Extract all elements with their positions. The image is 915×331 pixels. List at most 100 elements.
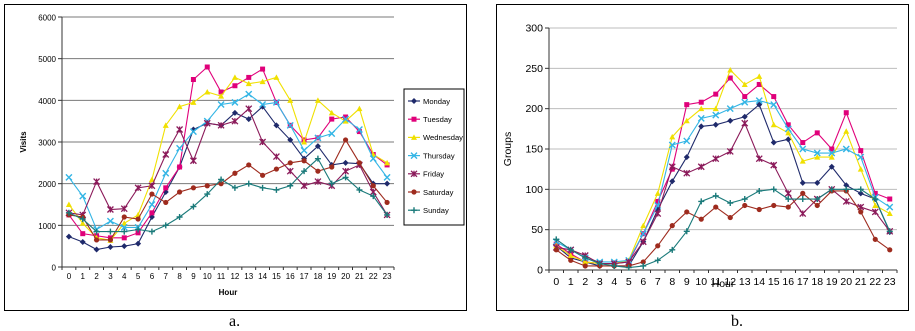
legend-marker <box>410 152 418 160</box>
series-line-friday <box>68 107 388 216</box>
x-tick-label: 7 <box>655 276 661 288</box>
data-point-saturday <box>107 237 114 243</box>
data-point-thursday <box>231 98 239 106</box>
data-point-thursday <box>259 101 267 108</box>
data-point-friday <box>842 197 850 205</box>
data-point-wednesday <box>669 133 676 140</box>
y-tick-label: 100 <box>525 184 543 196</box>
data-point-tuesday <box>204 64 210 70</box>
data-point-thursday <box>272 98 280 106</box>
data-point-wednesday <box>148 176 155 182</box>
data-point-wednesday <box>843 128 850 134</box>
data-point-friday <box>217 121 225 129</box>
data-point-tuesday <box>343 114 349 120</box>
data-point-friday <box>654 210 662 217</box>
data-point-sunday <box>93 228 100 235</box>
data-point-tuesday <box>872 190 878 196</box>
data-point-thursday <box>712 111 720 119</box>
x-tick-label: 20 <box>840 276 852 288</box>
chart-panel-a: 0 1000 2000 3000 4000 5000 6000 0 1 2 3 4 5 6 7 8 9 10 11 1… <box>4 4 467 311</box>
x-tick-label: 10 <box>695 276 707 288</box>
data-point-wednesday <box>162 122 169 128</box>
series-line-tuesday <box>555 77 890 265</box>
data-point-sunday <box>596 260 603 267</box>
data-point-thursday <box>189 128 197 136</box>
data-point-sunday <box>843 186 850 193</box>
data-point-saturday <box>553 247 559 253</box>
data-point-thursday <box>697 114 705 122</box>
x-tick-label: 1 <box>568 276 574 288</box>
x-tick-label: 18 <box>313 272 322 281</box>
x-tick-label: 10 <box>203 272 212 281</box>
data-point-tuesday <box>858 148 864 154</box>
series-sunday-a <box>65 155 391 235</box>
y-tick-label: 200 <box>525 103 543 115</box>
data-point-thursday <box>106 217 114 225</box>
data-point-saturday <box>121 214 127 220</box>
x-tick-label: 20 <box>341 272 350 281</box>
data-point-monday <box>727 117 734 124</box>
legend-label: Friday <box>423 170 444 179</box>
series-line-sunday <box>555 188 891 269</box>
data-point-thursday <box>668 141 676 149</box>
data-point-tuesday <box>887 196 893 202</box>
x-tick-label: 4 <box>611 276 617 288</box>
caption-b: b. <box>731 313 743 330</box>
series-friday-b <box>552 119 894 268</box>
x-tick-label: 6 <box>640 276 646 288</box>
data-point-sunday <box>654 257 661 264</box>
data-point-saturday <box>655 243 661 249</box>
data-point-sunday <box>741 196 748 203</box>
data-point-thursday <box>300 146 308 154</box>
data-point-saturday <box>742 202 748 209</box>
data-point-friday <box>668 163 676 171</box>
series-tuesday-a <box>66 64 390 241</box>
x-axis-title: Hour <box>219 288 238 297</box>
data-point-sunday <box>727 200 734 207</box>
data-point-thursday <box>799 145 807 153</box>
data-point-monday <box>770 139 777 146</box>
data-point-monday <box>814 179 821 186</box>
data-point-monday <box>65 233 72 240</box>
legend-marker <box>411 134 417 140</box>
data-point-saturday <box>887 247 893 253</box>
data-point-sunday <box>640 262 647 269</box>
data-point-sunday <box>259 184 266 191</box>
series-wednesday-a <box>65 74 391 243</box>
data-point-friday <box>231 117 239 125</box>
legend-item-saturday: Saturday <box>408 188 454 197</box>
data-point-saturday <box>301 158 307 164</box>
x-tick-label: 17 <box>300 272 309 281</box>
data-point-thursday <box>65 173 73 181</box>
data-point-saturday <box>785 204 791 210</box>
data-point-saturday <box>190 185 197 191</box>
data-point-monday <box>93 246 100 253</box>
data-point-sunday <box>553 236 560 243</box>
x-tick-label: 12 <box>724 276 736 288</box>
x-tick-label: 11 <box>710 276 721 288</box>
data-point-sunday <box>121 228 128 235</box>
data-point-thursday <box>741 98 749 106</box>
data-point-sunday <box>176 214 183 220</box>
data-point-sunday <box>301 168 308 175</box>
x-tick-label: 22 <box>369 272 378 281</box>
data-point-wednesday <box>640 222 647 229</box>
data-point-monday <box>135 240 142 247</box>
data-point-tuesday <box>655 198 661 204</box>
data-point-sunday <box>190 203 197 210</box>
data-point-sunday <box>828 186 835 193</box>
x-tick-label: 15 <box>272 272 281 281</box>
data-point-friday <box>755 155 763 163</box>
series-saturday-a <box>66 137 390 243</box>
data-point-sunday <box>107 228 114 235</box>
x-tick-label: 14 <box>753 276 765 288</box>
data-point-thursday <box>369 155 377 163</box>
data-point-wednesday <box>301 139 308 145</box>
series-sunday-b <box>553 186 893 271</box>
legend-item-tuesday: Tuesday <box>408 115 452 124</box>
data-point-saturday <box>356 160 363 166</box>
data-point-tuesday <box>232 83 238 89</box>
data-point-wednesday <box>814 154 821 160</box>
data-point-wednesday <box>65 201 72 207</box>
data-point-thursday <box>842 145 850 153</box>
